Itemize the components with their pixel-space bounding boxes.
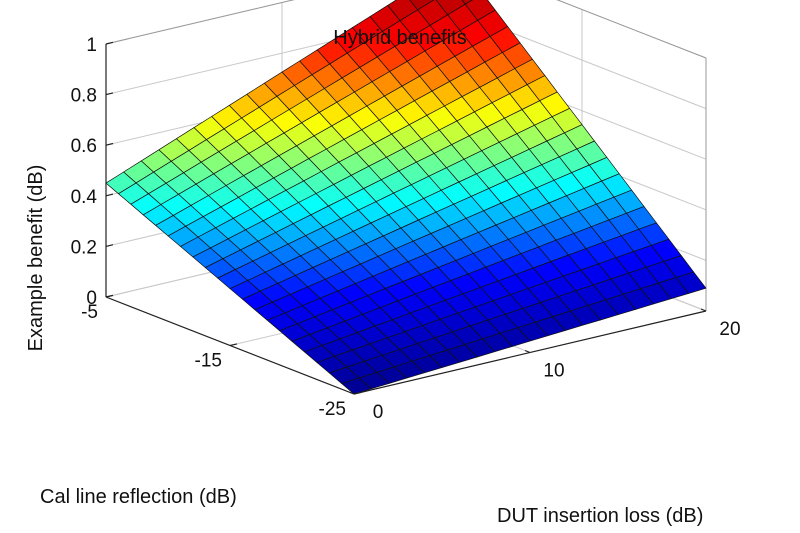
z-tick-label-5: 1 [86, 35, 97, 56]
z-tick-mark-4 [105, 92, 114, 96]
chart-title: Hybrid benefits [333, 27, 466, 49]
y-tick-label-2: -25 [319, 399, 346, 420]
z-tick-mark-2 [105, 193, 114, 197]
y-tick-mark-1 [229, 343, 238, 347]
x-tick-label-0: 0 [373, 402, 384, 423]
x-tick-label-1: 10 [543, 361, 564, 382]
y-tick-mark-0 [105, 294, 114, 298]
x-tick-mark-0 [348, 391, 355, 395]
box-edge-top-side [556, 0, 707, 59]
z-axis-label: Example benefit (dB) [25, 165, 47, 352]
x-tick-mark-1 [524, 349, 531, 354]
x-tick-mark-2 [700, 308, 707, 312]
z-tick-label-0: 0 [86, 288, 97, 309]
y-tick-mark-2 [353, 391, 362, 395]
y-tick-label-0: -5 [81, 302, 98, 323]
x-tick-label-2: 20 [719, 319, 740, 340]
z-tick-mark-1 [105, 244, 114, 247]
z-tick-mark-5 [105, 41, 114, 45]
axes-layer: 0 0.2 0.4 0.6 0.8 1 -5 -15 -25 0 10 20 [71, 35, 741, 423]
z-tick-label-2: 0.4 [71, 187, 98, 208]
x-axis-label: DUT insertion loss (dB) [497, 505, 703, 527]
surface-layer [105, 0, 707, 395]
z-tick-label-1: 0.2 [71, 237, 97, 258]
y-tick-label-1: -15 [195, 351, 222, 372]
y-axis-label: Cal line reflection (dB) [40, 486, 237, 508]
z-tick-label-3: 0.6 [71, 136, 97, 157]
z-tick-label-4: 0.8 [71, 86, 97, 107]
z-tick-mark-3 [105, 142, 114, 146]
surface-cell-0-19 [105, 171, 137, 195]
box-edge-top-back [105, 0, 295, 45]
